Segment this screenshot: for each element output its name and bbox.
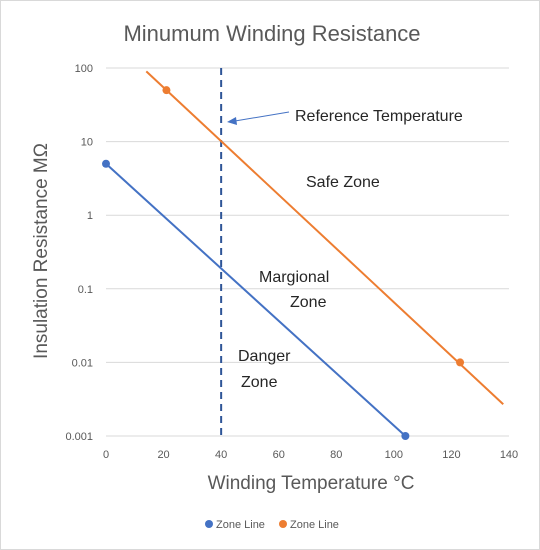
- y-tick-labels: 0.001 0.01 0.1 1 10 100: [65, 63, 93, 443]
- arrow-head-icon: [227, 117, 237, 125]
- x-tick-label: 100: [385, 449, 403, 461]
- x-tick-label: 60: [273, 449, 285, 461]
- gridlines: [106, 67, 509, 437]
- x-tick-label: 40: [215, 449, 227, 461]
- data-point-1-0: [162, 86, 171, 95]
- x-tick-label: 80: [330, 449, 342, 461]
- x-tick-label: 20: [157, 449, 169, 461]
- annotation-danger-line1: Danger: [238, 348, 291, 365]
- chart-title: Minumum Winding Resistance: [123, 21, 420, 46]
- y-tick-label: 10: [81, 137, 93, 149]
- data-point-1-1: [456, 358, 465, 367]
- x-tick-label: 120: [442, 449, 460, 461]
- annotation-marginal-line1: Margional: [259, 269, 329, 286]
- y-axis-title: Insulation Resistance MΩ: [31, 143, 52, 359]
- series-line-0: [105, 163, 407, 437]
- y-tick-label: 0.001: [65, 431, 93, 443]
- data-points: [102, 86, 465, 440]
- legend-label-blue: Zone Line: [216, 519, 265, 531]
- y-tick-label: 0.1: [78, 284, 93, 296]
- trendlines: [105, 70, 504, 437]
- legend-marker-blue: [205, 520, 213, 528]
- y-tick-label: 100: [75, 63, 93, 75]
- annotation-marginal-line2: Zone: [290, 294, 327, 311]
- annotation-reference: Reference Temperature: [295, 108, 463, 125]
- series-line-1: [145, 70, 504, 405]
- x-tick-label: 0: [103, 449, 109, 461]
- x-axis-title: Winding Temperature °C: [208, 473, 415, 494]
- y-tick-label: 1: [87, 210, 93, 222]
- legend: Zone Line Zone Line: [205, 519, 339, 531]
- legend-marker-orange: [279, 520, 287, 528]
- reference-arrow: [227, 111, 290, 125]
- x-tick-labels: 0 20 40 60 80 100 120 140: [103, 449, 518, 461]
- data-point-0-1: [401, 432, 410, 440]
- annotation-safe-zone: Safe Zone: [306, 174, 380, 191]
- legend-label-orange: Zone Line: [290, 519, 339, 531]
- x-tick-label: 140: [500, 449, 518, 461]
- annotation-danger-line2: Zone: [241, 374, 278, 391]
- data-point-0-0: [102, 159, 110, 168]
- arrow-shaft: [234, 111, 290, 122]
- y-tick-label: 0.01: [72, 357, 93, 369]
